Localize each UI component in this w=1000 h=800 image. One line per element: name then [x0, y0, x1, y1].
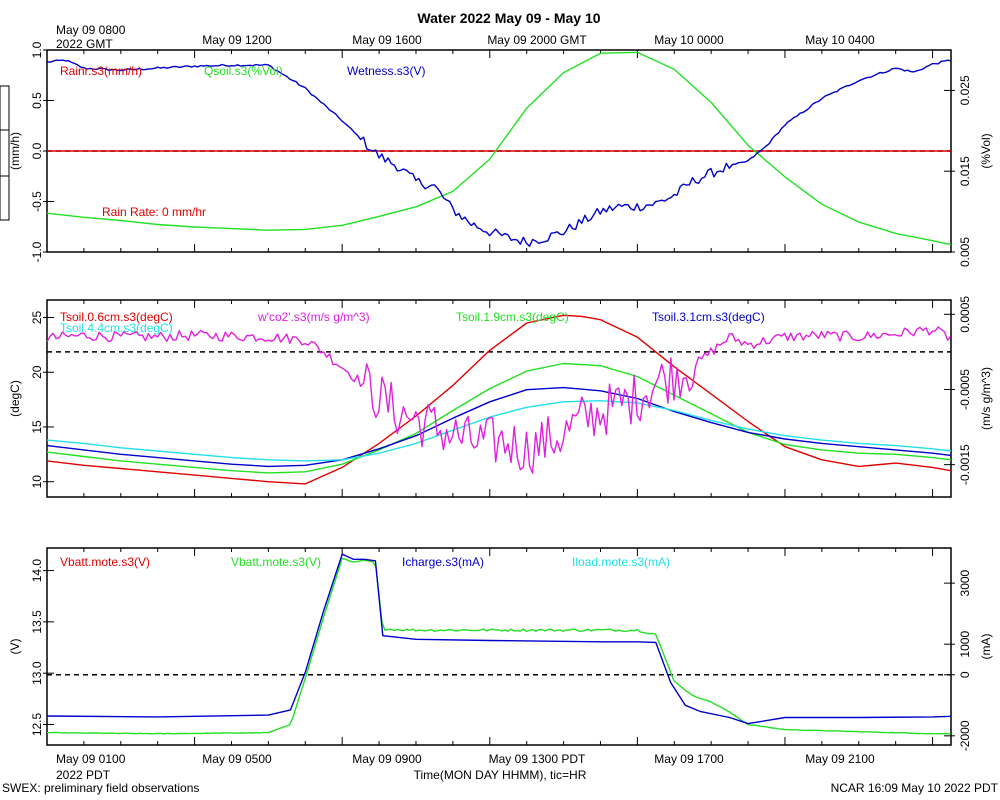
- series-line-vbatt-mote-s3-v-: [47, 557, 951, 735]
- bottom-tick-label: May 09 1300 PDT: [489, 752, 586, 766]
- panel-3-frame: [46, 547, 952, 746]
- legend-label: Iload.mote.s3(mA): [572, 555, 670, 569]
- y-tick-label-left: 14.0: [30, 559, 44, 583]
- chart-text: 1.0 0.5 0.0 -0.5 -1.0 0.025 0.015 0.005 (mm/h) (%…: [2, 10, 999, 795]
- bottom-left-year: 2022 PDT: [56, 768, 111, 782]
- legend-label: Qsoil.s3(%Vol): [204, 64, 283, 78]
- y-tick-label-left: 0.5: [30, 92, 44, 109]
- y-tick-label-right: 3000: [958, 569, 972, 596]
- y-tick-label-right: 0.025: [958, 75, 972, 105]
- series-line-wetness-s3-v-: [46, 59, 951, 247]
- y-tick-label-right: 0.005: [958, 237, 972, 267]
- y-axis-label-left: (mm/h): [8, 132, 22, 170]
- legend-label: Vbatt.mote.s3(V): [60, 555, 150, 569]
- y-tick-label-left: 1.0: [30, 41, 44, 58]
- y-tick-label-right: -0.0015: [958, 444, 972, 485]
- y-tick-label-left: -1.0: [30, 241, 44, 262]
- y-tick-label-left: 25: [30, 311, 44, 325]
- top-tick-label: May 09 1600: [352, 33, 422, 47]
- y-axis-label-right: (mA): [979, 634, 993, 660]
- y-tick-label-left: 0.0: [30, 142, 44, 159]
- bottom-left-time: May 09 0100: [56, 752, 126, 766]
- legend-label: Tsoil.3.1cm.s3(degC): [652, 310, 765, 324]
- series-line-tsoil-3-1cm-s3-degc-: [46, 386, 952, 468]
- y-tick-label-right: 0.0005: [958, 296, 972, 333]
- panel-2-frame: [46, 299, 952, 498]
- legend-label: Tsoil.1.9cm.s3(degC): [456, 310, 569, 324]
- data-lines: [46, 51, 952, 735]
- series-line-tsoil-0-6cm-s3-degc-: [46, 314, 952, 485]
- y-tick-label-left: 10: [30, 475, 44, 489]
- side-box: [0, 85, 10, 221]
- top-tick-label: May 09 2000 GMT: [487, 33, 587, 47]
- legend-label: Icharge.s3(mA): [402, 555, 484, 569]
- bottom-tick-label: May 09 2100: [805, 752, 875, 766]
- series-line-w-co2-s3-m-s-g-m-3-: [46, 326, 952, 474]
- y-tick-label-right: 0: [958, 671, 972, 678]
- series-line-qsoil-s3-vol-: [46, 51, 952, 246]
- x-axis-label: Time(MON DAY HHMM), tic=HR: [414, 768, 587, 782]
- legend-label: Vbatt.mote.s3(V): [231, 555, 321, 569]
- legend-label: Wetness.s3(V): [347, 64, 425, 78]
- legend-label: Rainr.s3(mm/h): [60, 64, 142, 78]
- legend-label: w'co2'.s3(m/s g/m^3): [257, 310, 370, 324]
- series-line-tsoil-1-9cm-s3-degc-: [46, 362, 952, 474]
- bottom-tick-label: May 09 0900: [352, 752, 422, 766]
- series-line-tsoil-4-4cm-s3-degc-: [46, 400, 952, 462]
- legend-label: Tsoil.4.4cm.s3(degC): [60, 321, 173, 335]
- top-tick-label: May 10 0000: [654, 33, 724, 47]
- y-axis-label-left: (degC): [8, 380, 22, 417]
- y-tick-label-left: 20: [30, 365, 44, 379]
- y-tick-label-left: -0.5: [30, 191, 44, 212]
- y-axis-label-left: (V): [8, 639, 22, 655]
- top-tick-label: May 09 1200: [202, 33, 272, 47]
- y-tick-label-left: 13.5: [30, 610, 44, 634]
- annotation-rain-rate: Rain Rate: 0 mm/hr: [102, 205, 206, 219]
- y-tick-label-right: -2000: [958, 720, 972, 751]
- bottom-tick-label: May 09 0500: [202, 752, 272, 766]
- y-tick-label-right: 0.015: [958, 156, 972, 186]
- series-line-icharge-s3-ma-: [46, 553, 952, 725]
- top-tick-label: May 10 0400: [805, 33, 875, 47]
- panel-frames: [0, 49, 955, 746]
- y-tick-label-right: 1000: [958, 631, 972, 658]
- y-tick-label-left: 12.5: [30, 712, 44, 736]
- legend-label: Tsoil.0.6cm.s3(degC): [60, 310, 173, 324]
- footer-right: NCAR 16:09 May 10 2022 PDT: [831, 781, 999, 795]
- chart-title: Water 2022 May 09 - May 10: [417, 10, 600, 26]
- bottom-tick-label: May 09 1700: [654, 752, 724, 766]
- y-tick-label-right: -0.0005: [958, 369, 972, 410]
- top-left-time: May 09 0800: [56, 23, 126, 37]
- y-tick-label-left: 15: [30, 420, 44, 434]
- top-left-year: 2022 GMT: [56, 37, 113, 51]
- y-axis-label-right: (m/s g/m^3): [979, 367, 993, 430]
- y-axis-label-right: (%Vol): [979, 133, 993, 168]
- y-tick-label-left: 13.0: [30, 661, 44, 685]
- footer-left: SWEX: preliminary field observations: [2, 781, 199, 795]
